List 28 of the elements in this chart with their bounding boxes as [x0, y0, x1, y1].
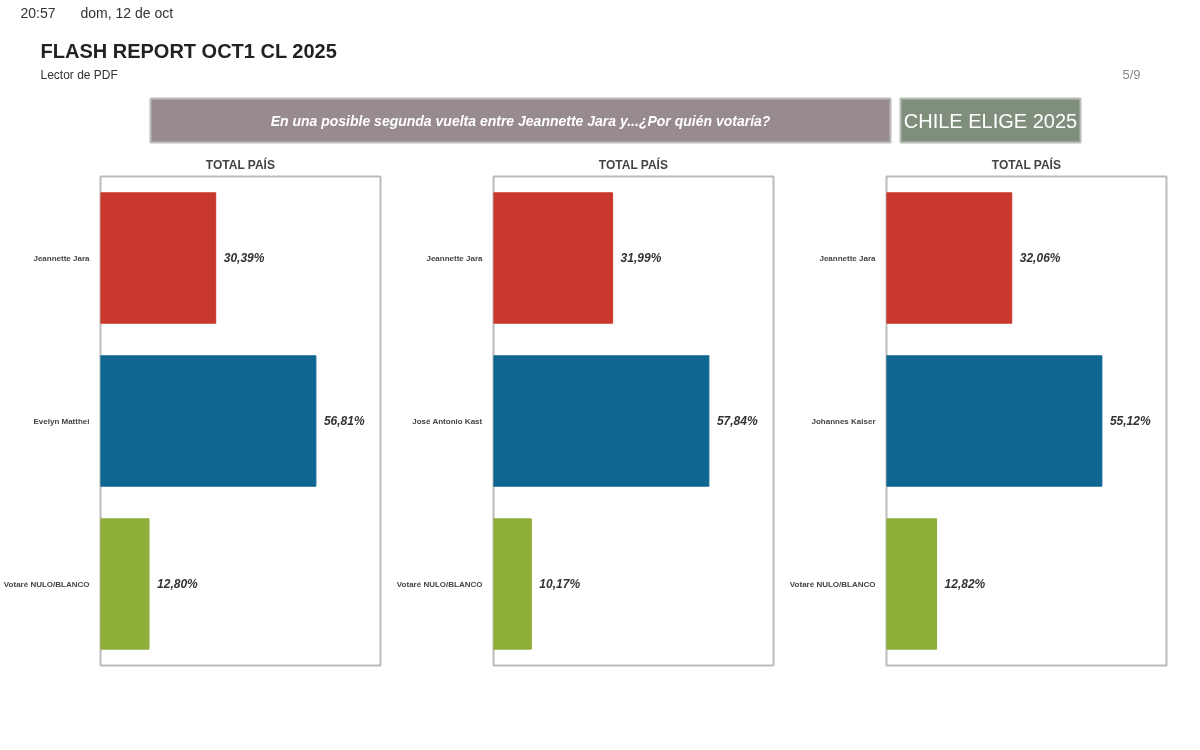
y-tick-label: Votaré NULO/BLANCO — [3, 579, 90, 589]
data-label: 32,06% — [1019, 251, 1061, 265]
data-label: 56,81% — [323, 414, 365, 428]
data-label: 57,84% — [716, 414, 758, 428]
text: En una posible segunda vuelta entre Jeannette Jara y...¿Por quién votaría? — [270, 112, 771, 129]
y-tick-label: Evelyn Matthei — [33, 416, 90, 426]
chart-title: TOTAL PAÍS — [991, 156, 1061, 172]
y-tick-label: Johannes Kaiser — [811, 416, 876, 426]
text: 5/9 — [1122, 67, 1141, 82]
data-label: 10,17% — [539, 577, 581, 591]
data-label: 31,99% — [620, 251, 662, 265]
y-tick-label: Votaré NULO/BLANCO — [789, 579, 876, 589]
y-tick-label: Jeannette Jara — [426, 253, 484, 263]
text: Lector de PDF — [40, 67, 118, 82]
data-label: 12,80% — [157, 577, 199, 591]
y-tick-label: José Antonio Kast — [412, 416, 483, 426]
y-tick-label: Jeannette Jara — [819, 253, 877, 263]
text: dom, 12 de oct — [80, 4, 174, 21]
chart-title: TOTAL PAÍS — [598, 156, 668, 172]
text: CHILE ELIGE 2025 — [903, 109, 1078, 132]
chart-title: TOTAL PAÍS — [205, 156, 275, 172]
y-tick-label: Jeannette Jara — [33, 253, 91, 263]
y-tick-label: Votaré NULO/BLANCO — [396, 579, 483, 589]
data-label: 55,12% — [1109, 414, 1151, 428]
text: 20:57 — [20, 4, 56, 21]
data-label: 12,82% — [944, 577, 986, 591]
data-label: 30,39% — [223, 251, 265, 265]
text: FLASH REPORT OCT1 CL 2025 — [40, 39, 337, 62]
